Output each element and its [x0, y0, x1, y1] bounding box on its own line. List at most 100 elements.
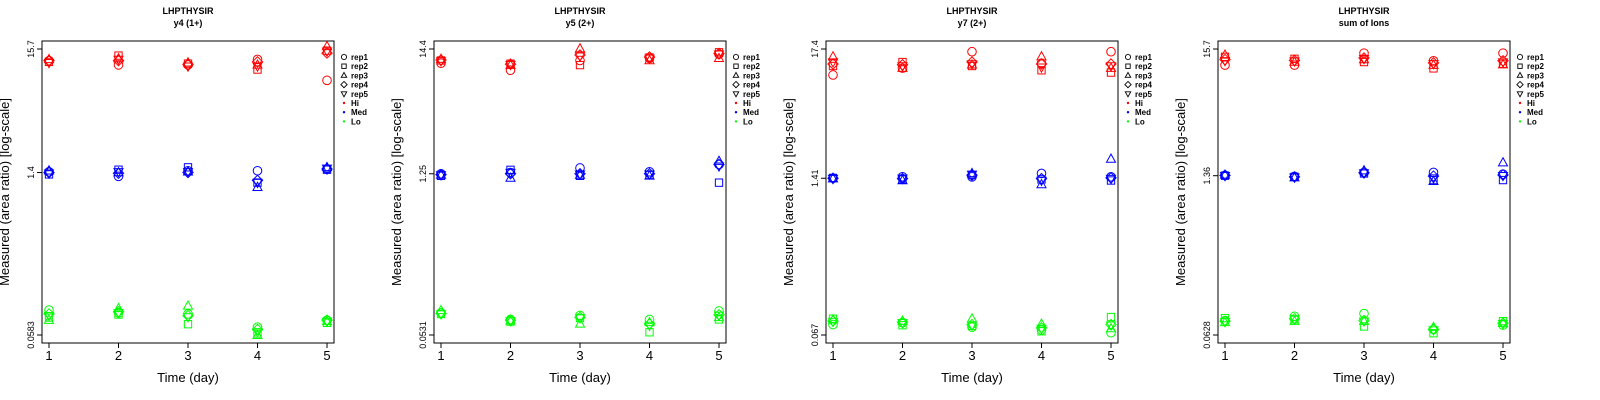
data-point-lo-rep5	[113, 309, 124, 319]
data-point-hi-rep2	[1037, 66, 1046, 75]
data-point-med-rep5	[1289, 173, 1300, 184]
legend-dot-lo	[342, 120, 346, 123]
y-axis-label: Measured (area ratio) [log-scale]	[1173, 98, 1188, 286]
data-point-med-rep1	[252, 165, 263, 176]
data-point-med-rep5	[321, 164, 333, 175]
data-point-lo-rep5	[1219, 318, 1231, 328]
data-point-med-rep3	[1219, 168, 1231, 179]
data-point-lo-rep5	[1289, 315, 1300, 326]
y-axis-label: Measured (area ratio) [log-scale]	[0, 98, 12, 286]
chart-panel-1: LHPTHYSIR y4 (1+) 1 2 3 4 5 Time (day) 15.7 1.4 0.…	[0, 6, 368, 385]
data-point-hi-rep5	[435, 57, 447, 67]
data-point-lo-rep5	[1105, 321, 1117, 332]
data-point-hi-rep1	[1359, 48, 1369, 58]
legend-label-rep1: rep1	[743, 53, 760, 62]
data-point-hi-rep5	[1358, 55, 1370, 65]
data-point-lo-rep3	[113, 302, 124, 313]
x-tick-label: 4	[254, 348, 261, 363]
legend-label-rep5: rep5	[1527, 90, 1544, 99]
data-point-lo-rep5	[1497, 320, 1509, 330]
legend-label-rep3: rep3	[1135, 71, 1152, 80]
data-point-hi-rep5	[897, 62, 908, 72]
legend-symbol-circle	[732, 53, 740, 61]
legend-dot-med	[734, 111, 738, 114]
y-tick-label: 1.41	[810, 170, 820, 188]
data-point-med-rep3	[713, 155, 725, 165]
legend-symbol-triangle-down	[1124, 91, 1132, 98]
data-point-med-rep5	[435, 171, 447, 181]
data-point-lo-rep5	[897, 319, 908, 329]
data-point-lo-rep1	[1106, 327, 1116, 338]
legend-symbol-triangle-down	[1516, 91, 1524, 98]
data-point-lo-rep1	[44, 305, 54, 315]
data-point-hi-rep2	[253, 65, 262, 74]
y-tick-label: 15.7	[26, 40, 36, 58]
data-point-med-rep5	[574, 170, 586, 181]
data-point-hi-rep4	[1105, 58, 1117, 70]
legend-label-rep4: rep4	[351, 81, 368, 90]
x-tick-label: 3	[576, 348, 583, 363]
legend-symbol-diamond	[1516, 80, 1524, 89]
legend-label-rep4: rep4	[1135, 81, 1152, 90]
data-point-lo-rep3	[1036, 318, 1047, 328]
data-point-hi-rep4	[43, 54, 55, 67]
x-tick-label: 2	[1291, 348, 1298, 363]
legend-label-rep2: rep2	[743, 62, 760, 71]
legend-dot-lo	[734, 120, 738, 123]
data-point-med-rep5	[897, 174, 908, 185]
x-tick-label: 1	[45, 348, 52, 363]
data-point-lo-rep5	[966, 321, 978, 332]
x-tick-label: 1	[1221, 348, 1228, 363]
data-point-lo-rep5	[252, 328, 263, 338]
legend-symbol-circle	[1124, 53, 1132, 61]
data-point-med-rep2	[183, 163, 193, 172]
chart-title: LHPTHYSIR	[946, 6, 998, 16]
legend-symbol-diamond	[732, 80, 740, 89]
chart-subtitle: y7 (2+)	[958, 18, 987, 28]
data-point-med-rep5	[644, 170, 655, 181]
data-point-hi-rep5	[113, 55, 124, 66]
legend-symbol-circle	[1516, 53, 1524, 61]
legend-symbol-triangle-up	[1516, 71, 1524, 78]
chart-title: LHPTHYSIR	[162, 6, 214, 16]
legend-dot-hi	[734, 101, 738, 105]
data-point-hi-rep3	[252, 58, 263, 69]
data-point-hi-rep4	[1035, 58, 1048, 70]
legend-label-med: Med	[1527, 108, 1543, 117]
data-point-med-rep3	[827, 172, 839, 183]
x-tick-label: 3	[184, 348, 191, 363]
data-point-hi-rep3	[1036, 50, 1047, 61]
x-tick-label: 2	[507, 348, 514, 363]
x-axis-label: Time (day)	[1333, 370, 1395, 385]
data-point-med-rep3	[182, 165, 194, 176]
data-point-lo-rep2	[1106, 312, 1116, 322]
legend-label-hi: Hi	[743, 99, 751, 108]
legend-label-rep5: rep5	[351, 90, 368, 99]
data-point-hi-rep5	[574, 52, 586, 63]
legend-label-hi: Hi	[1135, 99, 1143, 108]
x-tick-label: 4	[1430, 348, 1437, 363]
legend-symbol-square	[1125, 63, 1131, 69]
data-point-med-rep3	[1036, 178, 1047, 189]
data-point-lo-rep4	[251, 323, 264, 336]
plot-frame	[1217, 40, 1511, 344]
data-point-med-rep2	[1498, 175, 1508, 185]
y-tick-label: 15.7	[1202, 40, 1212, 58]
data-point-hi-rep5	[43, 59, 55, 69]
data-point-hi-rep1	[252, 54, 263, 65]
legend-dot-hi	[1518, 101, 1522, 105]
data-point-hi-rep4	[251, 56, 264, 68]
legend-label-rep3: rep3	[743, 71, 760, 80]
legend-symbol-triangle-up	[1124, 71, 1132, 78]
data-point-lo-rep3	[505, 314, 516, 325]
x-tick-label: 2	[899, 348, 906, 363]
data-point-lo-rep3	[43, 314, 55, 324]
data-point-med-rep3	[252, 181, 263, 191]
legend-symbol-triangle-up	[340, 71, 348, 78]
x-tick-label: 2	[115, 348, 122, 363]
data-point-hi-rep5	[713, 50, 725, 61]
data-point-lo-rep5	[644, 321, 655, 332]
data-point-lo-rep3	[966, 312, 978, 323]
